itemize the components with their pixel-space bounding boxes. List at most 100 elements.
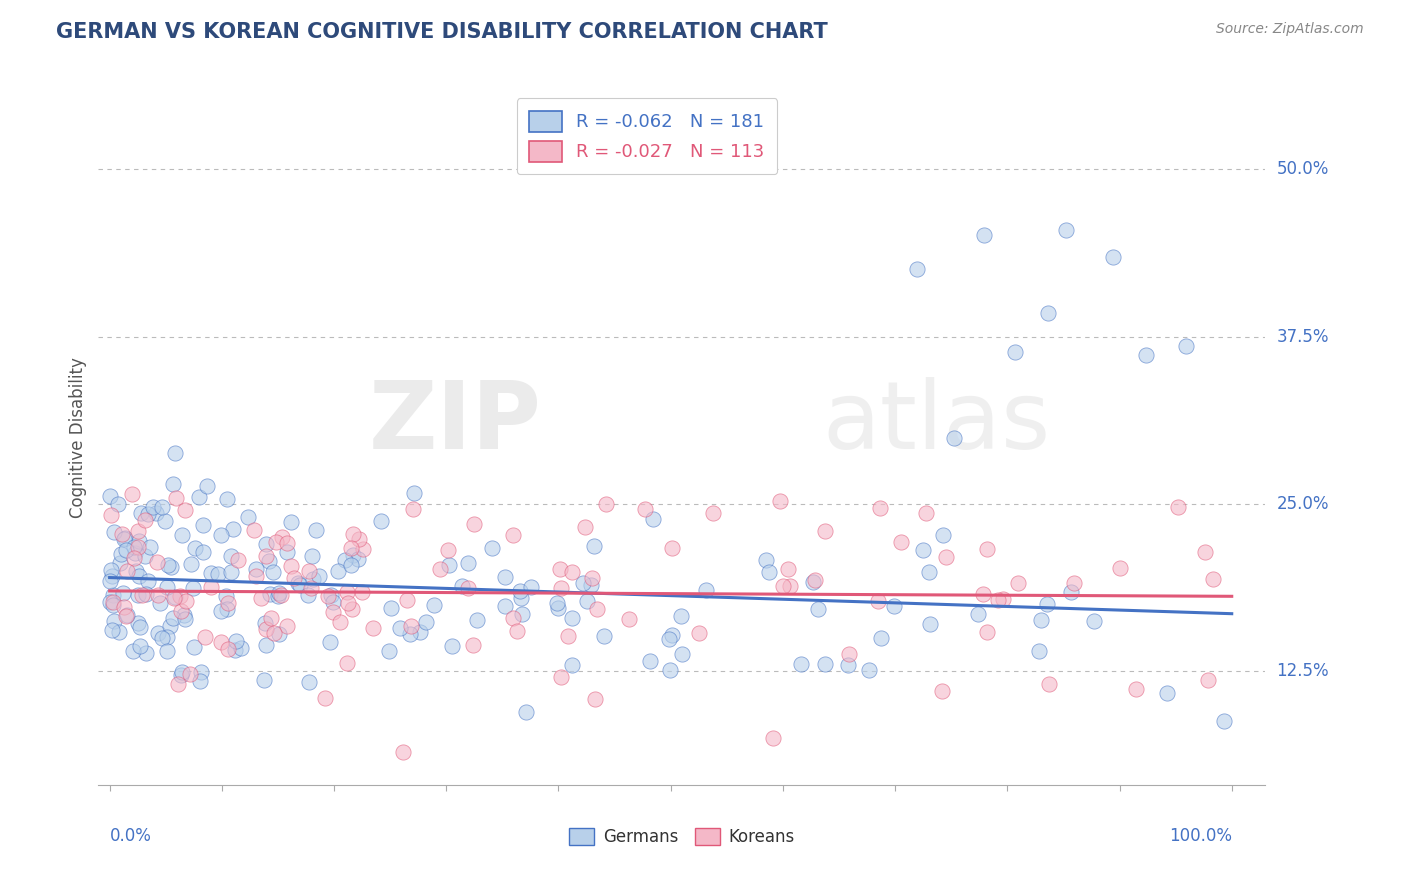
Point <box>546 596 568 610</box>
Text: 50.0%: 50.0% <box>1277 161 1329 178</box>
Point <box>129 506 152 520</box>
Point <box>776 562 799 576</box>
Point <box>561 565 583 579</box>
Point <box>813 657 835 671</box>
Point <box>283 571 305 585</box>
Point <box>1194 544 1216 558</box>
Point <box>329 615 352 630</box>
Point <box>422 598 444 612</box>
Point <box>162 476 184 491</box>
Point <box>98 595 121 609</box>
Point <box>987 593 1010 607</box>
Point <box>217 642 239 657</box>
Point <box>103 615 125 629</box>
Point <box>918 616 941 631</box>
Point <box>762 731 785 746</box>
Point <box>128 620 150 634</box>
Point <box>378 644 401 658</box>
Text: ZIP: ZIP <box>368 377 541 469</box>
Point <box>121 487 143 501</box>
Point <box>991 591 1014 606</box>
Point <box>695 583 717 598</box>
Point <box>263 626 285 640</box>
Point <box>502 528 524 542</box>
Point <box>138 574 160 588</box>
Point <box>101 623 124 637</box>
Point <box>103 588 125 602</box>
Point <box>264 535 287 549</box>
Point <box>108 625 131 640</box>
Point <box>114 608 136 623</box>
Point <box>254 638 277 652</box>
Point <box>669 609 692 624</box>
Point <box>561 657 583 672</box>
Point <box>229 640 252 655</box>
Point <box>142 500 165 515</box>
Point <box>340 602 363 616</box>
Point <box>172 665 194 679</box>
Point <box>671 647 693 661</box>
Point <box>336 584 359 599</box>
Point <box>127 616 149 631</box>
Point <box>170 604 193 618</box>
Point <box>1038 677 1060 691</box>
Point <box>1175 339 1198 353</box>
Point <box>890 534 912 549</box>
Point <box>883 599 905 613</box>
Point <box>395 593 418 607</box>
Point <box>236 509 259 524</box>
Point <box>122 540 145 554</box>
Point <box>112 585 135 599</box>
Point <box>451 579 474 593</box>
Point <box>932 528 955 542</box>
Point <box>1031 613 1053 627</box>
Point <box>436 543 458 558</box>
Point <box>103 525 125 540</box>
Point <box>638 654 661 668</box>
Point <box>215 491 238 506</box>
Point <box>461 638 484 652</box>
Point <box>174 594 197 608</box>
Point <box>127 540 149 554</box>
Point <box>1038 306 1060 320</box>
Point <box>494 599 516 613</box>
Point <box>976 541 998 556</box>
Point <box>115 565 138 579</box>
Point <box>179 666 201 681</box>
Point <box>288 578 311 592</box>
Point <box>267 626 290 640</box>
Point <box>429 562 451 576</box>
Point <box>180 558 202 572</box>
Point <box>583 692 606 706</box>
Point <box>807 602 830 616</box>
Point <box>112 599 135 614</box>
Point <box>267 586 290 600</box>
Point <box>299 581 322 595</box>
Point <box>1007 576 1029 591</box>
Point <box>193 545 215 559</box>
Point <box>779 579 801 593</box>
Point <box>115 607 138 622</box>
Point <box>440 640 463 654</box>
Point <box>1060 584 1083 599</box>
Point <box>322 594 344 608</box>
Point <box>510 607 533 622</box>
Point <box>100 563 122 577</box>
Point <box>128 534 150 549</box>
Point <box>1202 572 1225 586</box>
Point <box>159 619 181 633</box>
Text: 37.5%: 37.5% <box>1277 327 1329 346</box>
Point <box>586 602 609 616</box>
Point <box>217 596 239 610</box>
Point <box>156 558 179 572</box>
Point <box>270 588 292 602</box>
Point <box>702 507 724 521</box>
Point <box>259 587 281 601</box>
Point <box>370 514 392 528</box>
Point <box>145 506 167 520</box>
Point <box>101 595 124 609</box>
Point <box>972 587 994 601</box>
Point <box>340 541 363 555</box>
Point <box>302 572 325 586</box>
Point <box>276 536 298 550</box>
